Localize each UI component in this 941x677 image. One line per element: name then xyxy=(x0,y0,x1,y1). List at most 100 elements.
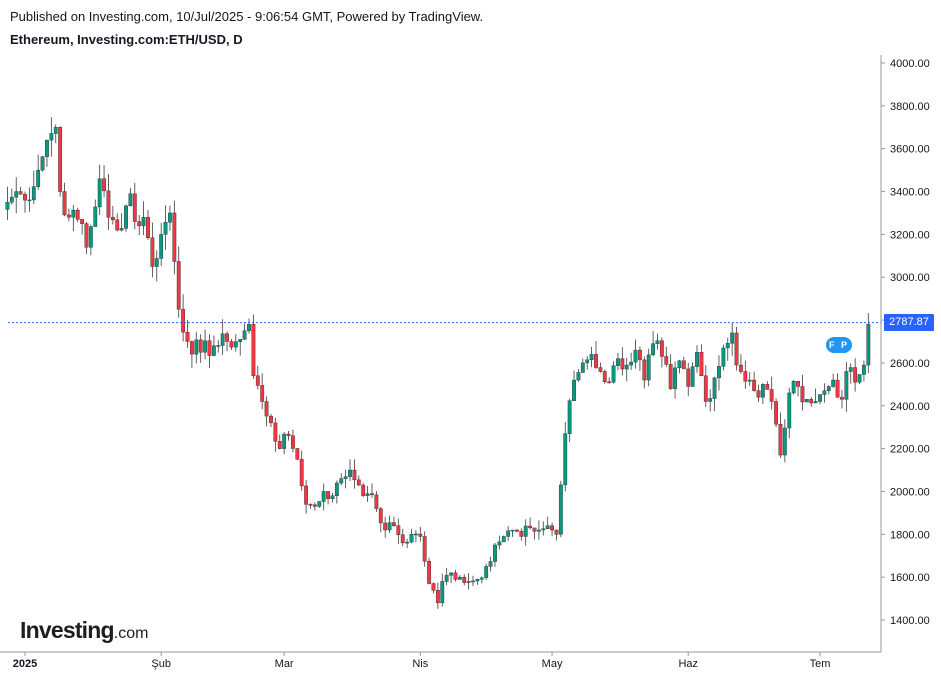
candle[interactable] xyxy=(317,501,322,508)
candle[interactable] xyxy=(93,199,98,227)
candle[interactable] xyxy=(550,522,554,537)
candle[interactable] xyxy=(273,417,278,453)
candle[interactable] xyxy=(286,431,291,441)
candle[interactable] xyxy=(84,222,89,255)
candle[interactable] xyxy=(194,331,199,364)
candle[interactable] xyxy=(150,222,155,278)
candle[interactable] xyxy=(506,526,511,541)
candle[interactable] xyxy=(137,214,142,236)
candle[interactable] xyxy=(220,319,225,355)
candle[interactable] xyxy=(822,383,827,403)
candle[interactable] xyxy=(238,339,243,356)
candle[interactable] xyxy=(515,529,519,533)
candle[interactable] xyxy=(563,422,568,492)
candle[interactable] xyxy=(229,339,234,350)
candle[interactable] xyxy=(866,313,871,374)
candle[interactable] xyxy=(510,529,515,537)
candle[interactable] xyxy=(58,126,63,197)
candle[interactable] xyxy=(198,334,203,363)
candle[interactable] xyxy=(172,200,177,275)
candle[interactable] xyxy=(348,459,352,481)
candle[interactable] xyxy=(418,526,423,542)
candle[interactable] xyxy=(800,374,805,411)
candle[interactable] xyxy=(400,528,405,547)
candle[interactable] xyxy=(633,339,638,369)
candle[interactable] xyxy=(809,396,814,407)
candle[interactable] xyxy=(761,383,765,404)
candle[interactable] xyxy=(365,485,370,502)
candle[interactable] xyxy=(620,347,625,376)
candle[interactable] xyxy=(717,355,721,391)
candle[interactable] xyxy=(291,429,295,453)
candle[interactable] xyxy=(651,331,655,357)
candle[interactable] xyxy=(554,529,559,541)
candle[interactable] xyxy=(848,363,853,384)
candle[interactable] xyxy=(703,365,708,408)
candle[interactable] xyxy=(699,344,704,377)
candle[interactable] xyxy=(40,155,45,172)
candle[interactable] xyxy=(255,365,260,390)
candle[interactable] xyxy=(80,219,84,235)
candle[interactable] xyxy=(558,480,563,538)
candle[interactable] xyxy=(796,381,800,397)
candle[interactable] xyxy=(260,373,265,410)
candle[interactable] xyxy=(840,389,844,409)
candle[interactable] xyxy=(453,569,458,582)
candle[interactable] xyxy=(734,326,739,371)
candle[interactable] xyxy=(97,164,102,216)
candle[interactable] xyxy=(203,329,207,360)
candle[interactable] xyxy=(466,573,471,590)
candle[interactable] xyxy=(673,361,677,399)
candle[interactable] xyxy=(580,358,585,374)
candle[interactable] xyxy=(339,473,344,486)
candle[interactable] xyxy=(392,516,396,528)
candle[interactable] xyxy=(668,354,673,391)
candle[interactable] xyxy=(361,482,366,498)
candle[interactable] xyxy=(110,206,115,225)
candle[interactable] xyxy=(690,362,695,387)
candle[interactable] xyxy=(493,543,497,567)
candle[interactable] xyxy=(826,384,831,395)
candle[interactable] xyxy=(528,517,533,530)
candle[interactable] xyxy=(523,519,528,546)
candle[interactable] xyxy=(440,573,445,607)
candle[interactable] xyxy=(18,186,23,195)
candle[interactable] xyxy=(132,182,137,230)
candle[interactable] xyxy=(629,352,634,371)
candle[interactable] xyxy=(119,213,124,232)
candle[interactable] xyxy=(778,412,783,458)
candle[interactable] xyxy=(708,389,713,412)
candle[interactable] xyxy=(409,528,414,544)
candle[interactable] xyxy=(124,204,128,232)
candle[interactable] xyxy=(712,376,717,412)
candle[interactable] xyxy=(536,520,541,540)
candle[interactable] xyxy=(519,528,524,541)
candle[interactable] xyxy=(383,516,388,538)
candle[interactable] xyxy=(14,177,19,214)
candle[interactable] xyxy=(835,373,840,398)
candle[interactable] xyxy=(176,246,181,318)
candle[interactable] xyxy=(67,208,71,222)
candle[interactable] xyxy=(602,369,607,384)
candle[interactable] xyxy=(479,576,484,584)
candle[interactable] xyxy=(457,575,462,580)
candle[interactable] xyxy=(225,331,229,352)
candle[interactable] xyxy=(295,448,300,461)
candle[interactable] xyxy=(576,369,581,382)
candle[interactable] xyxy=(321,483,326,511)
candle[interactable] xyxy=(53,124,58,144)
candle[interactable] xyxy=(106,173,111,230)
candle[interactable] xyxy=(207,334,212,368)
candle[interactable] xyxy=(435,582,440,609)
candle[interactable] xyxy=(541,521,546,536)
candle[interactable] xyxy=(752,371,757,392)
candle[interactable] xyxy=(277,434,282,450)
candle[interactable] xyxy=(378,506,383,533)
candle[interactable] xyxy=(308,503,313,509)
candle[interactable] xyxy=(356,475,361,486)
candle[interactable] xyxy=(607,377,612,384)
candle[interactable] xyxy=(818,394,822,405)
candle[interactable] xyxy=(75,207,80,223)
candle[interactable] xyxy=(774,398,778,428)
